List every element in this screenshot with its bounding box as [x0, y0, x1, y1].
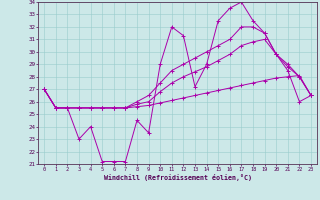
X-axis label: Windchill (Refroidissement éolien,°C): Windchill (Refroidissement éolien,°C) — [104, 174, 252, 181]
